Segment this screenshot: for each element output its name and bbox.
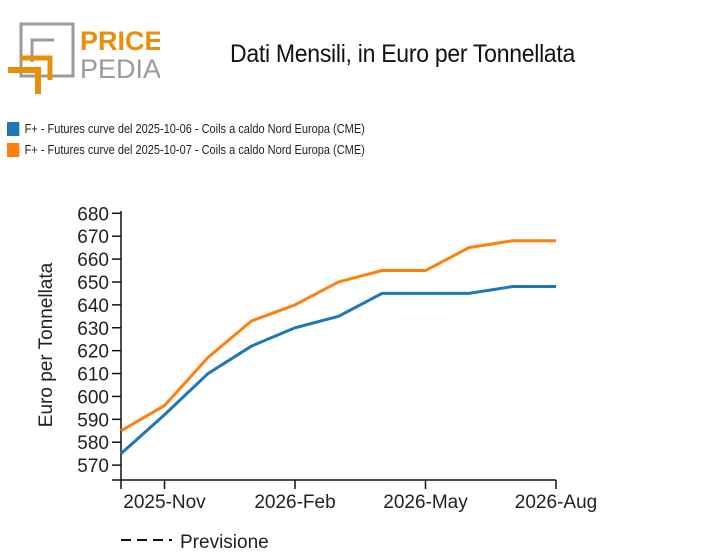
forecast-legend-label: Previsione bbox=[180, 532, 269, 553]
x-tick-label: 2026-May bbox=[383, 492, 468, 513]
y-tick-label: 680 bbox=[77, 204, 109, 225]
x-tick-label: 2025-Nov bbox=[123, 492, 206, 513]
svg-text:PRICE: PRICE bbox=[80, 26, 160, 56]
legend-swatch-blue bbox=[7, 121, 20, 136]
y-tick-label: 660 bbox=[77, 250, 109, 271]
series-line-1 bbox=[119, 285, 556, 455]
pricepedia-logo: PRICE PEDIA bbox=[8, 22, 160, 94]
y-tick-label: 650 bbox=[77, 273, 109, 294]
y-tick-label: 640 bbox=[77, 296, 109, 317]
x-tick-label: 2026-Feb bbox=[254, 492, 335, 513]
y-tick-label: 600 bbox=[77, 387, 109, 408]
y-tick-label: 570 bbox=[77, 456, 109, 477]
legend-label: F+ - Futures curve del 2025-10-07 - Coil… bbox=[24, 142, 365, 157]
y-tick-label: 590 bbox=[77, 410, 109, 431]
legend-item-series-2[interactable]: F+ - Futures curve del 2025-10-07 - Coil… bbox=[7, 139, 365, 160]
y-axis-label: Euro per Tonnellata bbox=[36, 262, 57, 427]
y-tick-label: 620 bbox=[77, 342, 109, 363]
x-axis: 2025-Nov 2026-Feb 2026-May 2026-Aug bbox=[112, 479, 597, 513]
y-tick-label: 670 bbox=[77, 227, 109, 248]
series-line-2 bbox=[120, 239, 556, 433]
y-tick-label: 580 bbox=[77, 433, 109, 454]
legend: F+ - Futures curve del 2025-10-06 - Coil… bbox=[7, 118, 414, 160]
legend-label: F+ - Futures curve del 2025-10-06 - Coil… bbox=[24, 121, 365, 136]
legend-item-series-1[interactable]: F+ - Futures curve del 2025-10-06 - Coil… bbox=[7, 118, 365, 139]
chart-title: Dati Mensili, in Euro per Tonnellata bbox=[230, 40, 576, 68]
svg-text:PEDIA: PEDIA bbox=[80, 54, 160, 84]
legend-swatch-orange bbox=[7, 142, 20, 157]
y-tick-label: 630 bbox=[77, 319, 109, 340]
y-tick-label: 610 bbox=[77, 365, 109, 386]
series-lines bbox=[119, 239, 556, 455]
x-tick-label: 2026-Aug bbox=[515, 492, 597, 513]
